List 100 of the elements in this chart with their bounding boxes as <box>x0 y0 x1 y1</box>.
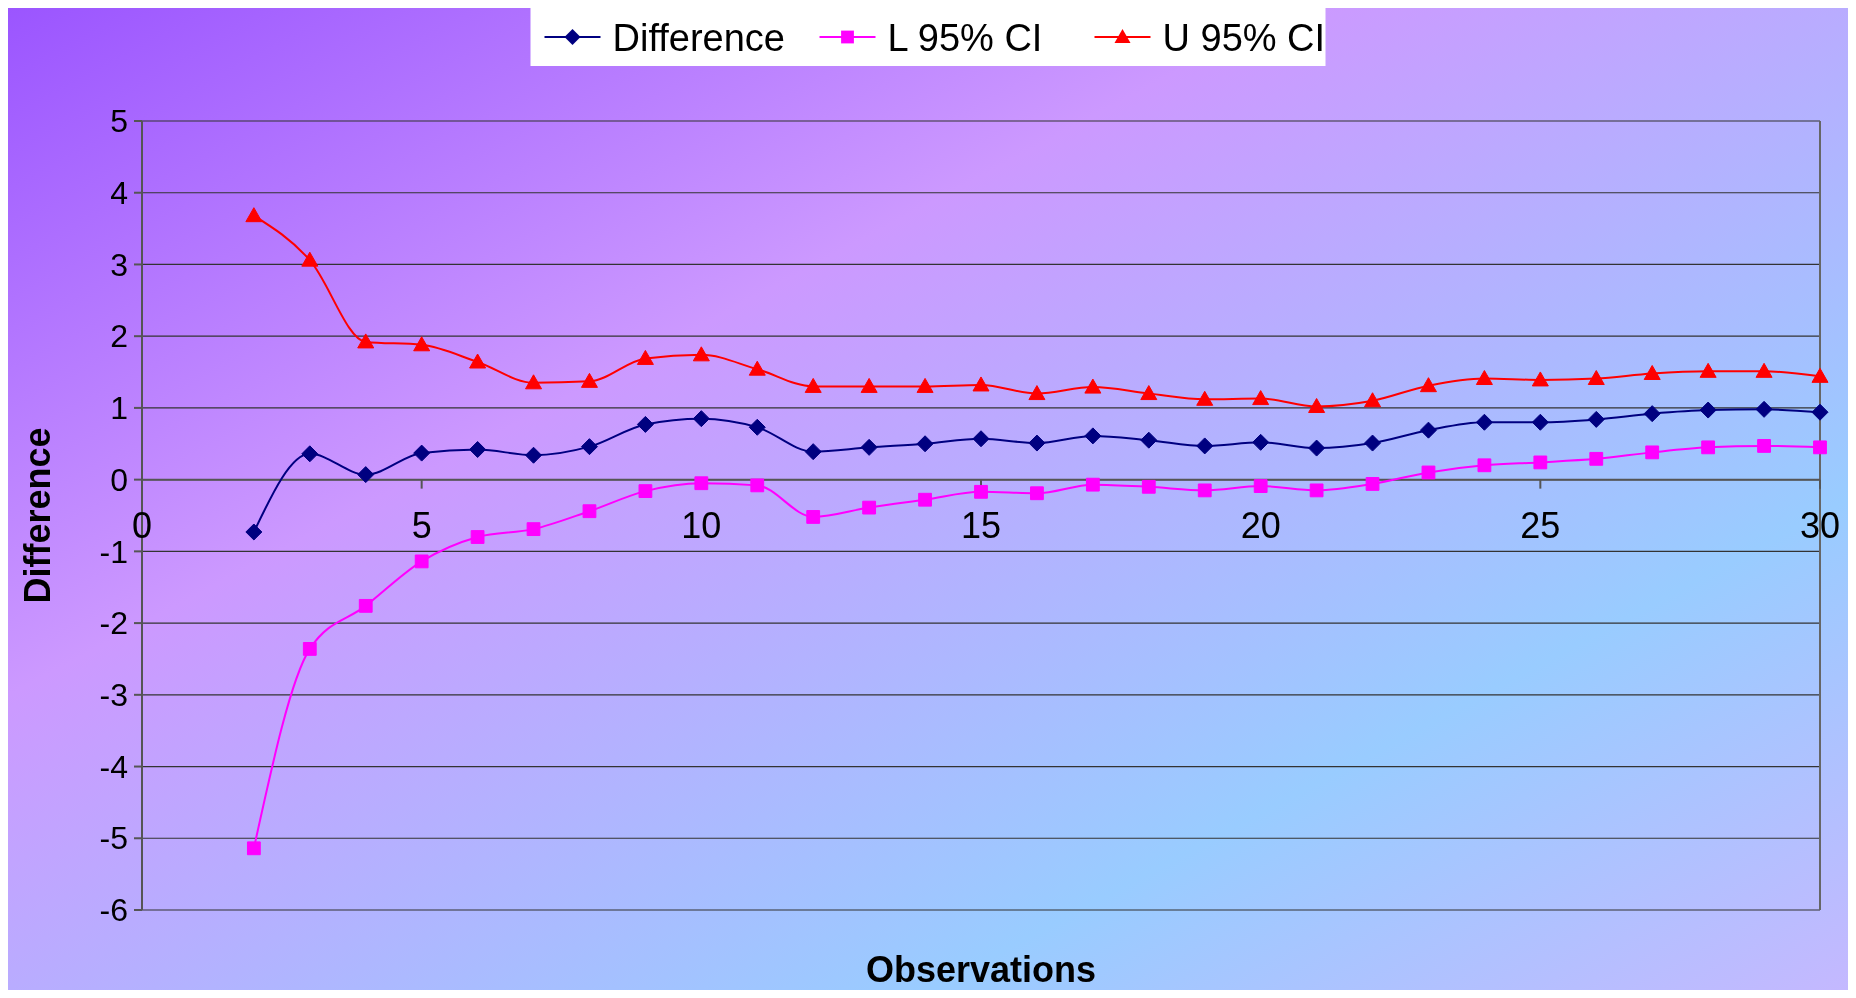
legend-label: U 95% CI <box>1162 16 1326 59</box>
point <box>1140 385 1158 401</box>
point <box>1028 385 1046 401</box>
point <box>1365 477 1380 491</box>
point <box>525 446 543 464</box>
point <box>358 598 373 613</box>
point <box>526 522 541 537</box>
y-tick-label: 2 <box>110 318 128 355</box>
x-tick-label: 5 <box>411 504 432 546</box>
point <box>1589 451 1604 466</box>
point <box>918 492 932 507</box>
y-tick-label: -4 <box>99 748 128 785</box>
point <box>1364 392 1382 408</box>
point <box>972 430 990 448</box>
point <box>692 410 710 428</box>
point <box>1252 390 1270 406</box>
point <box>860 438 878 456</box>
point <box>470 530 485 544</box>
point <box>580 438 598 456</box>
point <box>413 444 431 462</box>
y-tick-label: 0 <box>110 461 128 498</box>
point <box>1755 362 1773 378</box>
point <box>1531 371 1549 387</box>
point <box>804 377 822 393</box>
y-tick-label: -3 <box>99 677 128 714</box>
y-tick-label: 5 <box>110 103 128 140</box>
point <box>804 443 822 461</box>
y-tick-label: 4 <box>110 174 128 211</box>
point <box>1196 390 1214 406</box>
y-tick-label: -2 <box>99 605 128 642</box>
point <box>692 346 710 362</box>
point <box>1757 439 1771 453</box>
point <box>638 484 653 499</box>
point <box>357 466 375 484</box>
point <box>916 377 934 393</box>
legend-label: L 95% CI <box>887 16 1043 59</box>
point <box>580 372 598 388</box>
point <box>1028 434 1046 452</box>
point <box>1364 434 1382 452</box>
point <box>1309 483 1324 498</box>
y-tick-label: 1 <box>110 390 128 427</box>
point <box>1643 405 1661 423</box>
point <box>1421 465 1436 480</box>
point <box>748 360 766 376</box>
y-tick-label: -5 <box>99 820 128 857</box>
point <box>1645 445 1660 460</box>
point <box>414 554 429 569</box>
point <box>245 207 263 223</box>
point <box>301 445 319 463</box>
point <box>1643 364 1661 380</box>
point <box>916 435 934 453</box>
point <box>582 504 597 519</box>
point <box>525 374 543 390</box>
point <box>1085 477 1100 492</box>
x-tick-label: 20 <box>1240 504 1281 546</box>
point <box>750 478 765 493</box>
point <box>1197 483 1212 498</box>
point <box>972 376 990 392</box>
y-tick-label: -1 <box>99 533 128 570</box>
point <box>862 500 877 515</box>
point <box>1475 413 1493 431</box>
point <box>974 484 988 499</box>
y-tick-label: 3 <box>110 246 128 283</box>
point <box>413 336 431 352</box>
point <box>1475 370 1493 385</box>
point <box>1141 479 1156 494</box>
point <box>1084 427 1102 445</box>
point <box>1308 397 1326 413</box>
point <box>469 353 487 369</box>
point <box>1084 378 1102 394</box>
point <box>1030 486 1044 501</box>
point <box>1533 455 1548 470</box>
point <box>636 349 654 365</box>
point <box>806 510 821 524</box>
y-axis-title: Difference <box>17 427 58 604</box>
x-tick-label: 10 <box>681 504 722 546</box>
point <box>1477 458 1492 473</box>
point <box>1811 403 1829 421</box>
x-tick-label: 15 <box>960 504 1002 546</box>
point <box>1755 400 1773 418</box>
point <box>1701 440 1716 455</box>
point <box>1419 377 1437 393</box>
point <box>357 333 375 349</box>
point <box>694 476 709 491</box>
x-tick-label: 25 <box>1520 504 1561 546</box>
point <box>1308 439 1326 457</box>
point <box>1811 367 1829 383</box>
x-axis-title: Observations <box>865 949 1097 990</box>
point <box>1813 440 1827 455</box>
point <box>1699 362 1717 378</box>
point <box>1252 433 1270 451</box>
y-tick-label: -6 <box>99 892 128 929</box>
point <box>860 377 878 393</box>
point <box>1587 410 1605 428</box>
point <box>1419 421 1437 439</box>
point <box>301 251 319 267</box>
point <box>245 523 263 541</box>
point <box>1253 479 1268 493</box>
point <box>246 841 261 856</box>
point <box>748 418 766 436</box>
